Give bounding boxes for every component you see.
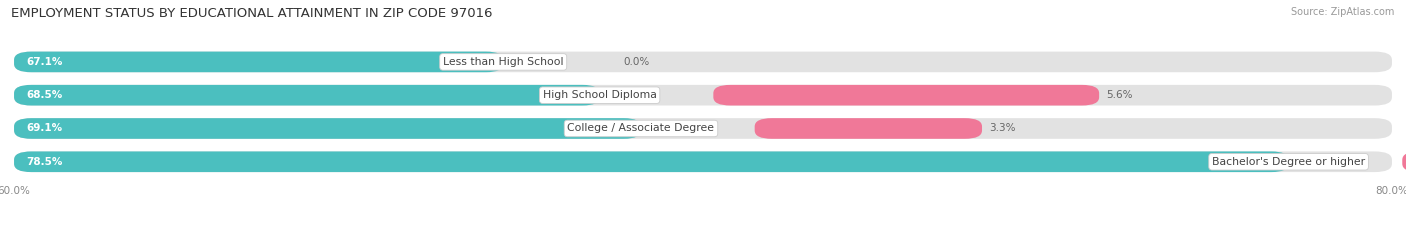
- Text: 3.3%: 3.3%: [988, 123, 1015, 134]
- FancyBboxPatch shape: [14, 151, 1289, 172]
- Text: Bachelor's Degree or higher: Bachelor's Degree or higher: [1212, 157, 1365, 167]
- Text: 68.5%: 68.5%: [27, 90, 63, 100]
- Text: Less than High School: Less than High School: [443, 57, 564, 67]
- Text: EMPLOYMENT STATUS BY EDUCATIONAL ATTAINMENT IN ZIP CODE 97016: EMPLOYMENT STATUS BY EDUCATIONAL ATTAINM…: [11, 7, 492, 20]
- Text: 78.5%: 78.5%: [27, 157, 63, 167]
- FancyBboxPatch shape: [14, 85, 600, 106]
- FancyBboxPatch shape: [14, 118, 1392, 139]
- FancyBboxPatch shape: [14, 118, 641, 139]
- FancyBboxPatch shape: [14, 51, 503, 72]
- FancyBboxPatch shape: [713, 85, 1099, 106]
- FancyBboxPatch shape: [1402, 151, 1406, 172]
- Text: 67.1%: 67.1%: [27, 57, 63, 67]
- FancyBboxPatch shape: [14, 85, 1392, 106]
- FancyBboxPatch shape: [14, 151, 1392, 172]
- Text: Source: ZipAtlas.com: Source: ZipAtlas.com: [1291, 7, 1395, 17]
- Text: College / Associate Degree: College / Associate Degree: [568, 123, 714, 134]
- Text: 0.0%: 0.0%: [624, 57, 650, 67]
- Text: 69.1%: 69.1%: [27, 123, 63, 134]
- Text: 5.6%: 5.6%: [1107, 90, 1132, 100]
- FancyBboxPatch shape: [14, 51, 1392, 72]
- Text: High School Diploma: High School Diploma: [543, 90, 657, 100]
- FancyBboxPatch shape: [755, 118, 981, 139]
